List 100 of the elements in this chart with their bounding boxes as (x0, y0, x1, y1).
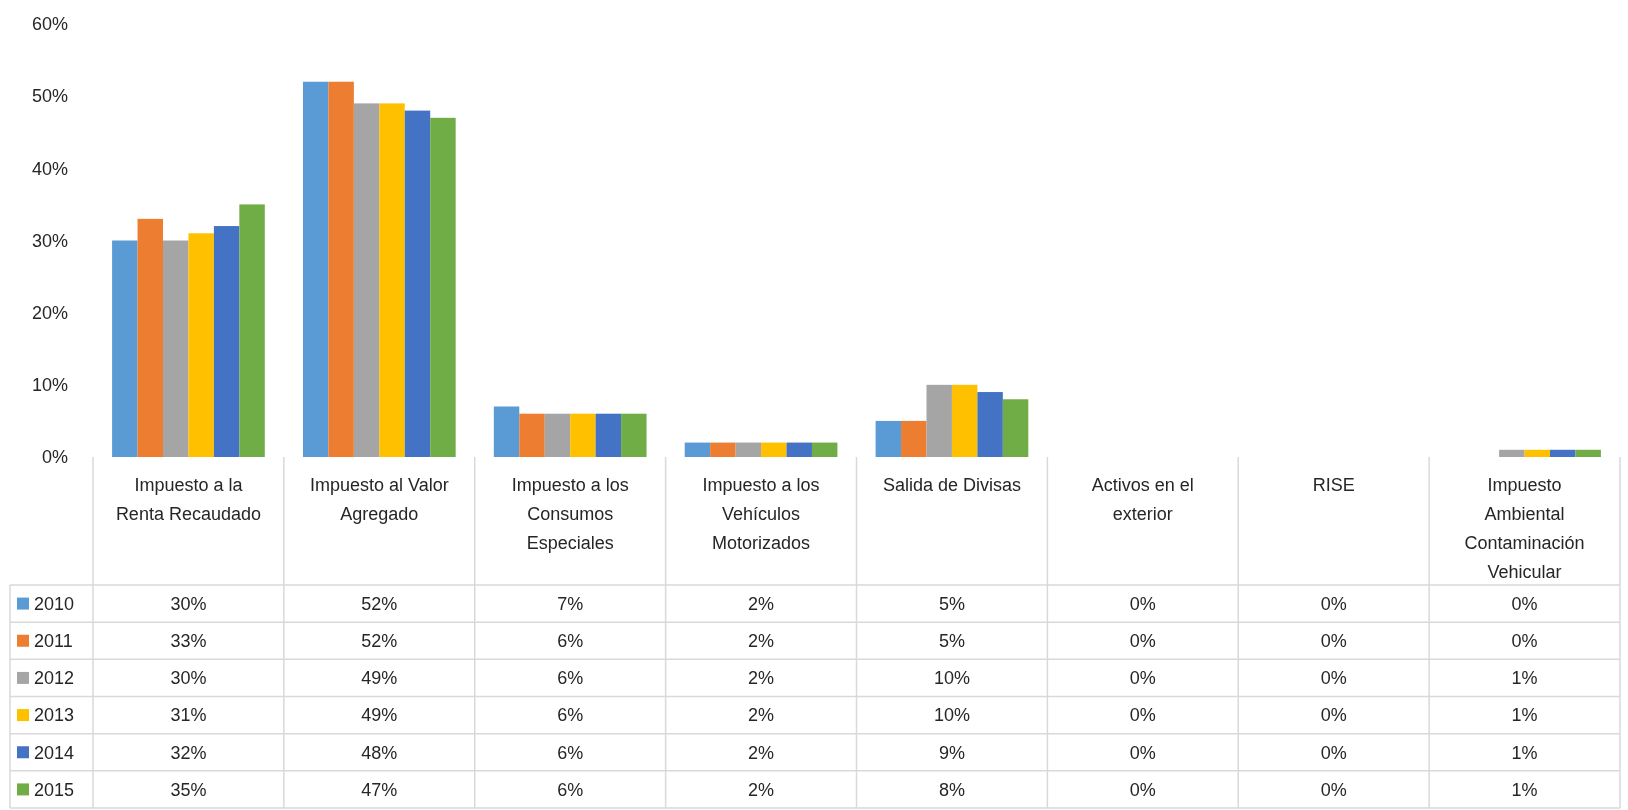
bar (761, 442, 787, 457)
bar (493, 406, 520, 457)
data-label: 9% (938, 742, 965, 763)
data-label: 5% (938, 593, 965, 614)
bar (137, 218, 163, 457)
data-label: 1% (1511, 668, 1538, 689)
data-label: 0% (1129, 668, 1156, 689)
x-tick-label: RISE (1312, 475, 1355, 496)
legend-label: 2015 (34, 779, 75, 800)
data-label: 0% (1511, 631, 1538, 652)
data-label: 8% (938, 779, 965, 800)
data-label: 0% (1320, 631, 1347, 652)
data-label: 33% (170, 631, 207, 652)
bar (302, 81, 329, 457)
data-label: 2% (748, 593, 775, 614)
bar (926, 384, 952, 457)
bar (621, 413, 647, 457)
x-tick-label: Impuesto a los Vehículos Motorizados (702, 475, 820, 554)
bar (519, 413, 545, 457)
bar (353, 103, 380, 457)
data-label: 47% (361, 779, 398, 800)
bar (544, 413, 571, 457)
bar (1550, 449, 1576, 457)
bar (875, 420, 902, 457)
data-label: 49% (361, 668, 398, 689)
data-label: 0% (1129, 779, 1156, 800)
data-label: 31% (170, 705, 207, 726)
legend-label: 2011 (34, 631, 73, 652)
y-tick-label: 50% (31, 86, 68, 107)
data-label: 0% (1129, 631, 1156, 652)
data-label: 1% (1511, 742, 1538, 763)
data-label: 1% (1511, 779, 1538, 800)
data-label: 10% (933, 668, 970, 689)
data-label: 6% (557, 779, 584, 800)
legend-label: 2014 (34, 742, 75, 763)
data-label: 2% (748, 631, 775, 652)
bar (1499, 449, 1525, 457)
y-tick-label: 10% (31, 375, 68, 396)
bar (684, 442, 711, 457)
data-label: 0% (1320, 668, 1347, 689)
data-label: 2% (748, 742, 775, 763)
data-label: 6% (557, 668, 584, 689)
legend-label: 2012 (34, 668, 75, 689)
data-label: 10% (933, 705, 970, 726)
legend-label: 2010 (34, 593, 75, 614)
data-label: 0% (1129, 705, 1156, 726)
y-tick-label: 40% (31, 158, 68, 179)
data-label: 2% (748, 779, 775, 800)
data-label: 5% (938, 631, 965, 652)
x-tick-label: Activos en el exterior (1091, 475, 1194, 525)
legend-label: 2013 (34, 705, 75, 726)
y-tick-label: 60% (31, 14, 68, 35)
bar (112, 240, 138, 457)
bar (735, 442, 762, 457)
data-label: 0% (1129, 593, 1156, 614)
data-label: 0% (1320, 705, 1347, 726)
data-label: 35% (170, 779, 207, 800)
bar (239, 204, 265, 457)
bar (595, 413, 622, 457)
data-label: 30% (170, 668, 207, 689)
data-label: 52% (361, 631, 398, 652)
bar (786, 442, 812, 457)
bar (710, 442, 736, 457)
bar (188, 233, 214, 457)
bar (1575, 449, 1601, 457)
data-label: 52% (361, 593, 398, 614)
data-label: 6% (557, 742, 584, 763)
data-label: 2% (748, 705, 775, 726)
x-tick-label: Impuesto al Valor Agregado (309, 475, 449, 525)
data-label: 1% (1511, 705, 1538, 726)
data-label: 6% (557, 631, 584, 652)
bar (570, 413, 596, 457)
bar (404, 110, 431, 457)
x-tick-label: Impuesto a los Consumos Especiales (511, 475, 629, 554)
bar (379, 103, 405, 457)
bar (951, 384, 978, 457)
bar (328, 81, 354, 457)
data-label: 49% (361, 705, 398, 726)
data-label: 2% (748, 668, 775, 689)
data-label: 32% (170, 742, 207, 763)
data-label: 7% (557, 593, 584, 614)
data-label: 30% (170, 593, 207, 614)
bar (977, 392, 1003, 457)
bar (1524, 449, 1551, 457)
bar (213, 226, 240, 457)
data-label: 0% (1129, 742, 1156, 763)
bar (430, 117, 456, 457)
data-label: 6% (557, 705, 584, 726)
data-label: 0% (1511, 593, 1538, 614)
data-label: 48% (361, 742, 398, 763)
data-label: 0% (1320, 593, 1347, 614)
data-label: 0% (1320, 742, 1347, 763)
y-tick-label: 30% (31, 230, 68, 251)
data-label: 0% (1320, 779, 1347, 800)
x-tick-label: Impuesto Ambiental Contaminación Vehicular (1464, 475, 1585, 583)
bar (811, 442, 838, 457)
bar (162, 240, 189, 457)
y-tick-label: 20% (31, 302, 68, 323)
y-tick-label: 0% (41, 447, 68, 468)
x-tick-label: Impuesto a la Renta Recaudado (115, 475, 261, 525)
